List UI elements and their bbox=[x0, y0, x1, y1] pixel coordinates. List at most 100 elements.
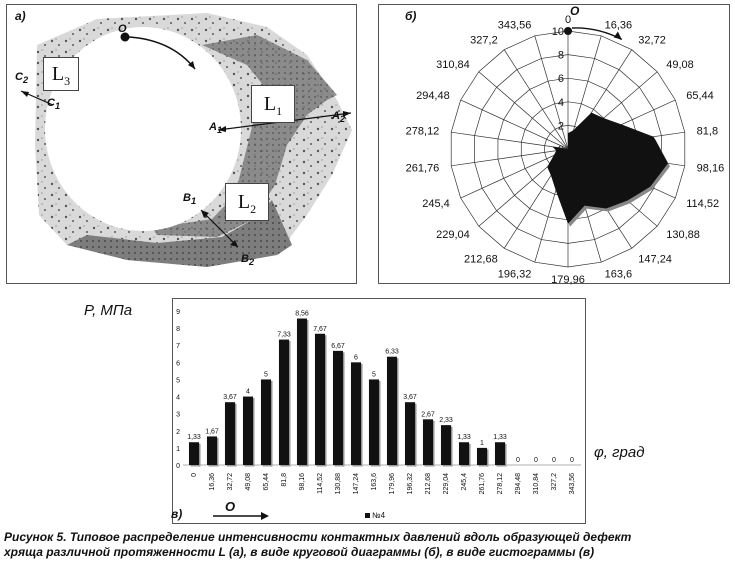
bar-category-label: 16,36 bbox=[209, 473, 216, 491]
bar-category-label: 0 bbox=[191, 473, 198, 477]
point-b1: B1 bbox=[183, 192, 197, 207]
radar-category-label: 49,08 bbox=[666, 59, 694, 71]
bar-data-label: 6,33 bbox=[385, 349, 399, 356]
radar-spoke bbox=[451, 131, 569, 150]
bar-data-label: 0 bbox=[534, 457, 538, 464]
bar-data-label: 5 bbox=[264, 371, 268, 378]
bar bbox=[188, 442, 200, 465]
bar bbox=[314, 333, 326, 465]
radar-origin-label: O bbox=[570, 4, 580, 18]
bar-category-label: 98,16 bbox=[299, 473, 306, 491]
bar bbox=[458, 442, 470, 465]
radar-spoke bbox=[534, 35, 569, 150]
panel-b-label: б) bbox=[405, 9, 417, 23]
bar-data-label: 3,67 bbox=[223, 394, 237, 401]
radar-radial-tick: 10 bbox=[552, 26, 564, 38]
bar-category-label: 163,6 bbox=[371, 473, 378, 491]
bar-data-label: 0 bbox=[552, 457, 556, 464]
radar-category-label: 81,8 bbox=[697, 125, 718, 137]
bar-data-label: 7,67 bbox=[313, 326, 327, 333]
bar-data-label: 1,33 bbox=[187, 434, 201, 441]
bar-data-label: 2,67 bbox=[421, 411, 435, 418]
bar-y-tick: 1 bbox=[176, 446, 180, 453]
radar-category-label: 130,88 bbox=[666, 229, 700, 241]
radar-category-label: 261,76 bbox=[406, 163, 440, 175]
radar-radial-tick: 8 bbox=[558, 50, 564, 62]
radar-origin-marker bbox=[564, 27, 572, 35]
bar-chart: 0 1 2 3 4 5 6 7 8 9 1,33 0 1,67 16,36 3,67 32,72 4 49,08 5… bbox=[176, 309, 581, 495]
bar bbox=[350, 362, 362, 465]
bar-y-tick: 9 bbox=[176, 309, 180, 316]
bar-category-label: 49,08 bbox=[245, 473, 252, 491]
bar-category-label: 130,88 bbox=[335, 473, 342, 495]
radar-radial-tick: 0 bbox=[558, 144, 564, 156]
region-label-l1: L1 bbox=[251, 85, 295, 123]
region-label-l3: L3 bbox=[43, 57, 79, 91]
bar-category-label: 147,24 bbox=[353, 473, 360, 495]
bar-category-label: 196,32 bbox=[407, 473, 414, 495]
panel-c-label: в) bbox=[171, 507, 183, 521]
legend-label: №4 bbox=[372, 511, 386, 520]
bar-category-label: 261,76 bbox=[479, 473, 486, 495]
radar-category-label: 98,16 bbox=[697, 163, 725, 175]
bar-category-label: 32,72 bbox=[227, 473, 234, 491]
bar-y-tick: 3 bbox=[176, 412, 180, 419]
region-label-l2: L2 bbox=[225, 183, 269, 221]
point-a2: A2 bbox=[332, 110, 346, 125]
radar-series bbox=[547, 112, 668, 224]
radar-category-label: 163,6 bbox=[605, 269, 633, 281]
bar-data-label: 1,67 bbox=[205, 428, 219, 435]
bar-data-label: 6,67 bbox=[331, 343, 345, 350]
bar bbox=[440, 425, 452, 465]
bar-category-label: 114,52 bbox=[317, 473, 324, 494]
point-a1: A1 bbox=[209, 121, 223, 136]
radar-category-label: 65,44 bbox=[686, 90, 714, 102]
radar-category-label: 278,12 bbox=[406, 125, 440, 137]
bar-category-label: 212,68 bbox=[425, 473, 432, 495]
bar-origin-label: O bbox=[225, 499, 236, 514]
bar-data-label: 6 bbox=[354, 354, 358, 361]
radar-spoke bbox=[460, 99, 569, 150]
radar-category-label: 327,2 bbox=[470, 35, 498, 47]
bar-category-label: 179,96 bbox=[389, 473, 396, 495]
radar-category-label: 294,48 bbox=[416, 90, 450, 102]
bar-data-label: 1 bbox=[480, 440, 484, 447]
radar-category-label: 245,4 bbox=[422, 198, 450, 210]
bar-category-label: 310,84 bbox=[533, 473, 540, 495]
bar-data-label: 8,56 bbox=[295, 311, 309, 318]
bar-data-label: 0 bbox=[570, 457, 574, 464]
radar-category-label: 16,36 bbox=[605, 19, 633, 31]
bar bbox=[206, 436, 218, 465]
point-o: O bbox=[118, 23, 127, 35]
radar-category-label: 114,52 bbox=[686, 198, 719, 210]
bar-data-label: 1,33 bbox=[457, 434, 471, 441]
radar-category-label: 196,32 bbox=[498, 269, 532, 281]
radar-category-label: 343,56 bbox=[498, 19, 532, 31]
caption-line-1: Рисунок 5. Типовое распределение интенси… bbox=[4, 530, 632, 544]
bar-data-label: 0 bbox=[516, 457, 520, 464]
radar-spoke bbox=[478, 71, 569, 150]
bar-data-label: 5 bbox=[372, 371, 376, 378]
bar-data-label: 2,33 bbox=[439, 417, 453, 424]
bar-y-tick: 7 bbox=[176, 343, 180, 350]
radar-category-label: 212,68 bbox=[464, 253, 498, 265]
radar-radial-tick: 2 bbox=[558, 120, 564, 132]
radar-spoke bbox=[451, 148, 569, 167]
bar-data-label: 1,33 bbox=[493, 434, 507, 441]
bar-y-tick: 4 bbox=[176, 395, 180, 402]
bar-category-label: 245,4 bbox=[461, 473, 468, 491]
bar bbox=[404, 402, 416, 465]
bar bbox=[278, 339, 290, 465]
bar-data-label: 7,33 bbox=[277, 332, 291, 339]
radar-category-label: 147,24 bbox=[638, 253, 672, 265]
bar-category-label: 278,12 bbox=[497, 473, 504, 495]
legend: №4 bbox=[365, 511, 385, 520]
bar-category-label: 343,56 bbox=[569, 473, 576, 495]
bar bbox=[260, 379, 272, 465]
radar-category-label: 32,72 bbox=[638, 35, 666, 47]
y-axis-title: P, МПа bbox=[84, 302, 133, 319]
panel-a-photo: а) L3 L1 L2 O C2 C1 A1 A2 B1 B2 bbox=[6, 4, 357, 284]
bar-category-label: 327,2 bbox=[551, 473, 558, 491]
radar-category-label: 179,96 bbox=[551, 274, 585, 286]
